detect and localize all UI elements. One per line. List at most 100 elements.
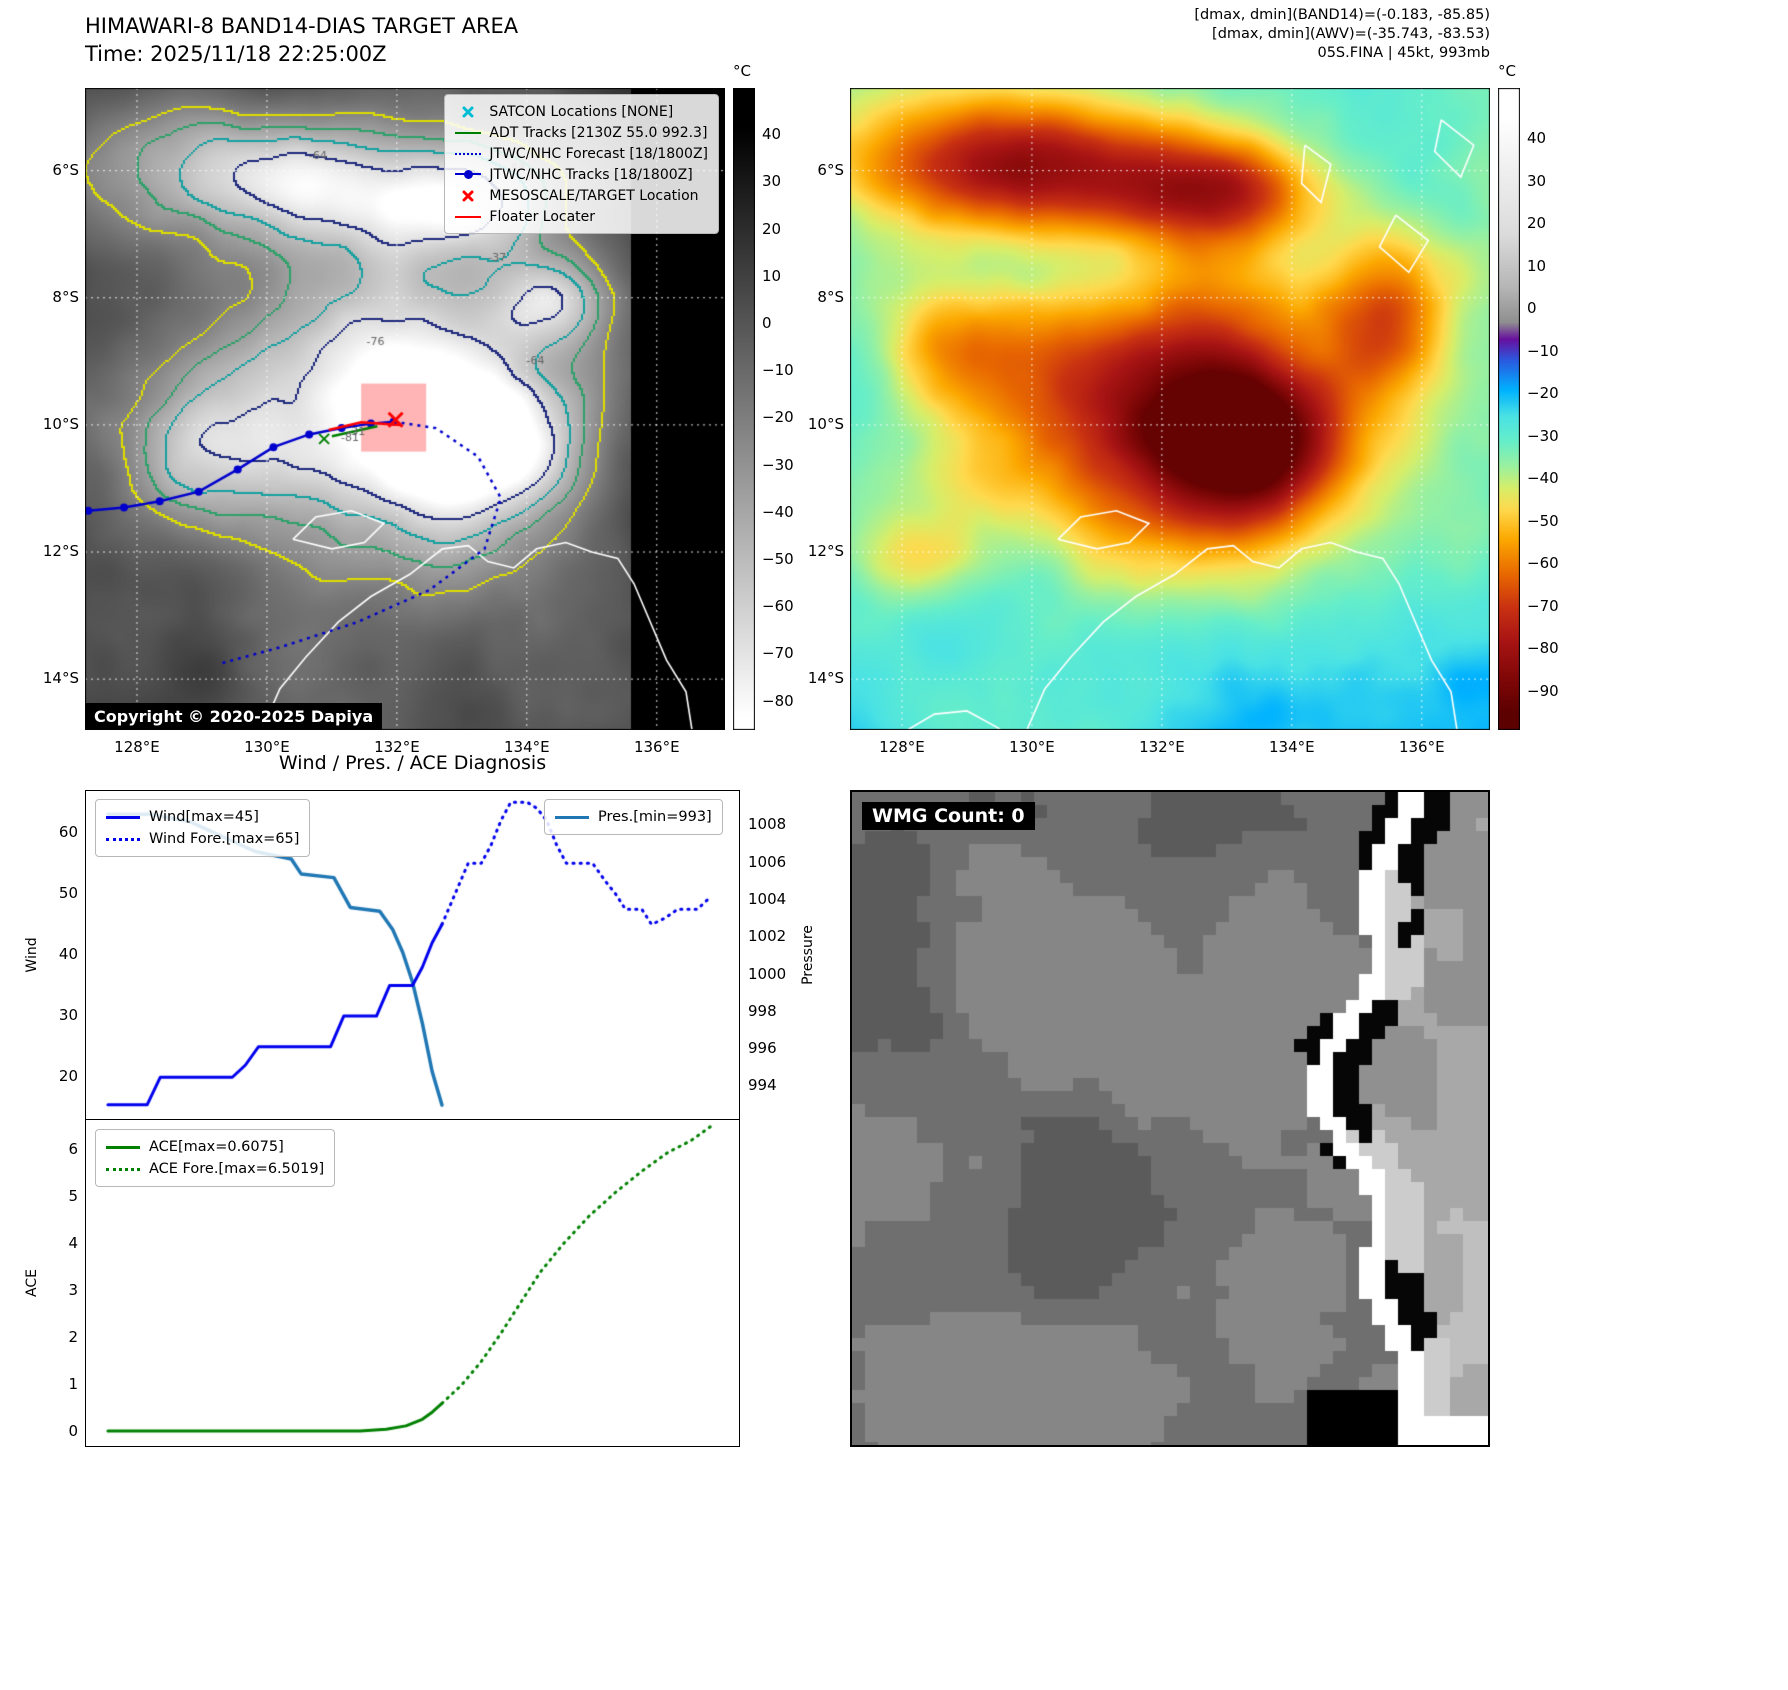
band14-legend: SATCON Locations [NONE] ADT Tracks [2130Z… bbox=[444, 94, 719, 234]
line-with-dot-sample-icon bbox=[455, 169, 482, 180]
band14-colorbar-tick: −40 bbox=[762, 502, 794, 521]
pressure-axis-tick: 1008 bbox=[748, 815, 787, 834]
band14-lon-tick: 130°E bbox=[244, 738, 290, 756]
pressure-axis-tick: 1000 bbox=[748, 964, 787, 983]
awv-lon-tick: 132°E bbox=[1139, 738, 1185, 756]
band14-lon-tick: 128°E bbox=[114, 738, 160, 756]
pressure-axis-tick: 996 bbox=[748, 1039, 777, 1058]
legend-ace-fore: ACE Fore.[max=6.5019] bbox=[106, 1158, 324, 1180]
wmg-canvas bbox=[852, 792, 1488, 1445]
map-legend-item-0: SATCON Locations [NONE] bbox=[455, 101, 708, 122]
map-legend-item-4-label: MESOSCALE/TARGET Location bbox=[489, 187, 699, 204]
map-legend-item-2-label: JTWC/NHC Forecast [18/1800Z] bbox=[489, 145, 708, 162]
legend-ace: ACE[max=0.6075] bbox=[106, 1136, 324, 1158]
pressure-legend: Pres.[min=993] bbox=[544, 799, 723, 835]
map-legend-item-1-label: ADT Tracks [2130Z 55.0 992.3] bbox=[489, 124, 708, 141]
dotted-line-sample-icon bbox=[455, 152, 482, 155]
dotted-line-sample-icon bbox=[106, 837, 140, 841]
map-legend-item-3-label: JTWC/NHC Tracks [18/1800Z] bbox=[489, 166, 693, 183]
awv-colorbar bbox=[1498, 88, 1520, 730]
pressure-axis-tick: 998 bbox=[748, 1001, 777, 1020]
chart-title: Wind / Pres. / ACE Diagnosis bbox=[278, 752, 547, 774]
awv-lon-tick: 128°E bbox=[879, 738, 925, 756]
awv-colorbar-tick: 0 bbox=[1527, 299, 1537, 318]
wmg-count-label: WMG Count: 0 bbox=[862, 802, 1035, 830]
awv-colorbar-tick: −10 bbox=[1527, 341, 1559, 360]
awv-header-line-3: 05S.FINA | 45kt, 993mb bbox=[1317, 45, 1490, 61]
x-marker-icon bbox=[455, 189, 481, 203]
awv-lat-tick: 6°S bbox=[817, 160, 844, 179]
ace-legend: ACE[max=0.6075] ACE Fore.[max=6.5019] bbox=[95, 1129, 336, 1187]
dotted-line-sample-icon bbox=[106, 1167, 140, 1171]
band14-colorbar-tick: −80 bbox=[762, 691, 794, 710]
band14-colorbar-tick: −10 bbox=[762, 361, 794, 380]
legend-pres-label: Pres.[min=993] bbox=[598, 809, 712, 825]
awv-colorbar-unit: °C bbox=[1498, 62, 1516, 80]
legend-wind: Wind[max=45] bbox=[106, 806, 299, 828]
ace-axis-tick: 5 bbox=[68, 1187, 78, 1206]
legend-wind-fore-label: Wind Fore.[max=65] bbox=[149, 831, 300, 847]
band14-colorbar-tick: 40 bbox=[762, 125, 782, 144]
band14-colorbar-tick: 10 bbox=[762, 266, 782, 285]
awv-colorbar-tick: −20 bbox=[1527, 384, 1559, 403]
ace-axis-tick: 3 bbox=[68, 1281, 78, 1300]
awv-colorbar-tick: −30 bbox=[1527, 426, 1559, 445]
awv-colorbar-tick: −50 bbox=[1527, 511, 1559, 530]
map-legend-item-1: ADT Tracks [2130Z 55.0 992.3] bbox=[455, 122, 708, 143]
map-legend-item-5-label: Floater Locater bbox=[489, 208, 596, 225]
ace-axis-tick: 2 bbox=[68, 1328, 78, 1346]
band14-colorbar-unit: °C bbox=[733, 62, 751, 80]
chart-canvas bbox=[85, 790, 740, 1447]
band14-colorbar-tick: −20 bbox=[762, 408, 794, 427]
band14-title: HIMAWARI-8 BAND14-DIAS TARGET AREA bbox=[85, 14, 519, 38]
x-marker-icon bbox=[455, 105, 481, 119]
awv-header-line-1: [dmax, dmin](BAND14)=(-0.183, -85.85) bbox=[1194, 7, 1490, 23]
wind-axis-tick: 60 bbox=[58, 822, 78, 841]
wind-axis-tick: 20 bbox=[58, 1067, 78, 1086]
awv-header: [dmax, dmin](BAND14)=(-0.183, -85.85) [d… bbox=[900, 6, 1490, 63]
band14-lat-tick: 8°S bbox=[52, 287, 79, 306]
pressure-axis-tick: 994 bbox=[748, 1076, 777, 1095]
copyright-label: Copyright © 2020-2025 Dapiya bbox=[85, 703, 383, 730]
awv-colorbar-tick: −70 bbox=[1527, 596, 1559, 615]
legend-wind-label: Wind[max=45] bbox=[149, 809, 259, 825]
awv-colorbar-tick: 10 bbox=[1527, 256, 1547, 275]
awv-header-line-2: [dmax, dmin](AWV)=(-35.743, -83.53) bbox=[1212, 26, 1490, 42]
awv-colorbar-tick: 20 bbox=[1527, 214, 1547, 233]
pressure-axis-tick: 1006 bbox=[748, 852, 787, 871]
wind-axis-tick: 40 bbox=[58, 945, 78, 963]
awv-lon-tick: 134°E bbox=[1269, 738, 1315, 756]
legend-pres: Pres.[min=993] bbox=[555, 806, 712, 828]
awv-colorbar-tick: −40 bbox=[1527, 469, 1559, 488]
band14-lon-tick: 136°E bbox=[633, 738, 680, 756]
line-sample-icon bbox=[106, 815, 140, 819]
line-sample-icon bbox=[106, 1145, 140, 1149]
ace-axis-tick: 0 bbox=[68, 1421, 78, 1440]
pressure-axis-tick: 1004 bbox=[748, 890, 787, 908]
line-sample-icon bbox=[455, 131, 482, 134]
wind-axis-tick: 50 bbox=[58, 883, 78, 902]
awv-map bbox=[850, 88, 1490, 730]
ace-axis-tick: 4 bbox=[68, 1234, 78, 1253]
awv-colorbar-tick: −90 bbox=[1527, 681, 1559, 700]
awv-colorbar-tick: 30 bbox=[1527, 171, 1547, 190]
awv-lat-tick: 8°S bbox=[817, 287, 844, 306]
legend-wind-fore: Wind Fore.[max=65] bbox=[106, 828, 299, 850]
band14-colorbar-tick: 30 bbox=[762, 172, 782, 191]
map-legend-item-3: JTWC/NHC Tracks [18/1800Z] bbox=[455, 164, 708, 185]
line-sample-icon bbox=[455, 215, 482, 218]
map-legend-item-5: Floater Locater bbox=[455, 206, 708, 227]
legend-ace-fore-label: ACE Fore.[max=6.5019] bbox=[149, 1161, 325, 1177]
awv-satellite-canvas bbox=[850, 88, 1490, 730]
band14-colorbar-tick: −70 bbox=[762, 644, 794, 663]
awv-colorbar-tick: −60 bbox=[1527, 554, 1559, 573]
ace-axis-tick: 1 bbox=[68, 1374, 78, 1393]
awv-lat-tick: 14°S bbox=[807, 669, 844, 688]
awv-colorbar-tick: −80 bbox=[1527, 639, 1559, 658]
band14-lat-tick: 14°S bbox=[42, 669, 79, 688]
line-sample-icon bbox=[555, 815, 589, 819]
map-legend-item-4: MESOSCALE/TARGET Location bbox=[455, 185, 708, 206]
band14-colorbar-tick: 0 bbox=[762, 314, 772, 333]
band14-time-label: Time: 2025/11/18 22:25:00Z bbox=[85, 42, 387, 66]
